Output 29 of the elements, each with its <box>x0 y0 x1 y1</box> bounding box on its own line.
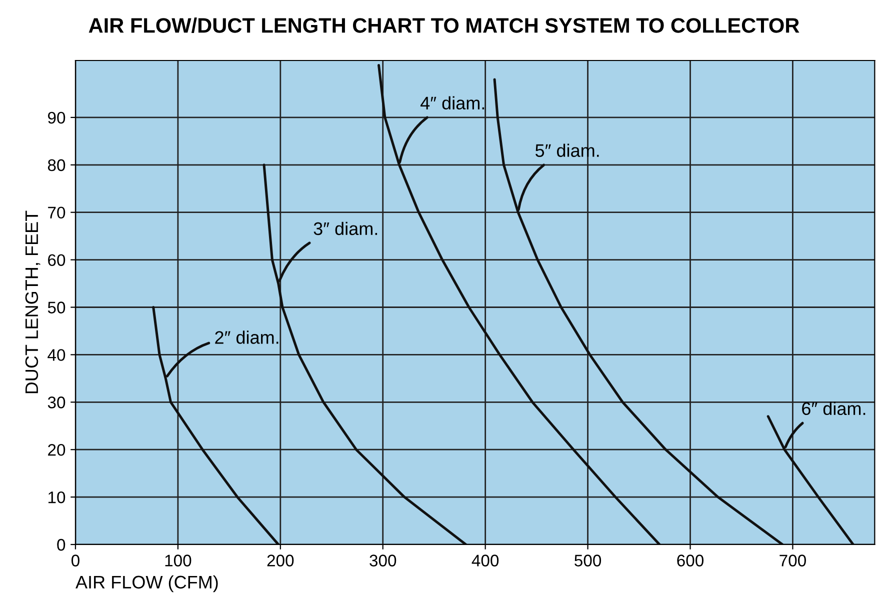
y-tick-label: 30 <box>48 396 66 408</box>
line-series <box>378 64 661 544</box>
y-tick-label: 10 <box>48 491 66 504</box>
y-tick-label: 50 <box>48 302 66 314</box>
annotation: 2″ diam. <box>215 330 278 344</box>
annotation: 3″ diam. <box>314 222 378 236</box>
y-tick-label: 70 <box>48 206 66 219</box>
y-tick-label: 90 <box>48 112 66 124</box>
annotation: 6″ diam. <box>802 402 866 416</box>
chart-title: AIR FLOW/DUCT LENGTH CHART TO MATCH SYSTEM TO COLLECTOR <box>88 18 800 34</box>
x-axis-title: AIR FLOW (CFM) <box>76 575 218 592</box>
x-tick-label: 200 <box>267 554 294 566</box>
x-tick-label: 700 <box>780 554 806 566</box>
x-tick-label: 400 <box>472 554 499 566</box>
x-tick-label: 0 <box>71 554 80 566</box>
y-tick-label: 80 <box>48 159 66 172</box>
annotation: 4″ diam. <box>420 96 484 110</box>
x-tick-label: 600 <box>677 554 704 566</box>
y-tick-label: 0 <box>57 538 66 551</box>
y-tick-label: 20 <box>48 444 66 456</box>
line-series <box>766 415 854 544</box>
y-tick-label: 60 <box>48 254 66 266</box>
line-series <box>493 78 784 544</box>
x-tick-label: 300 <box>370 554 396 566</box>
line-series <box>152 306 280 544</box>
x-tick-label: 500 <box>574 554 602 566</box>
y-tick-label: 40 <box>48 349 66 361</box>
y-axis-title: DUCT LENGTH, FEET <box>25 210 40 394</box>
x-tick-label: 100 <box>165 554 192 566</box>
